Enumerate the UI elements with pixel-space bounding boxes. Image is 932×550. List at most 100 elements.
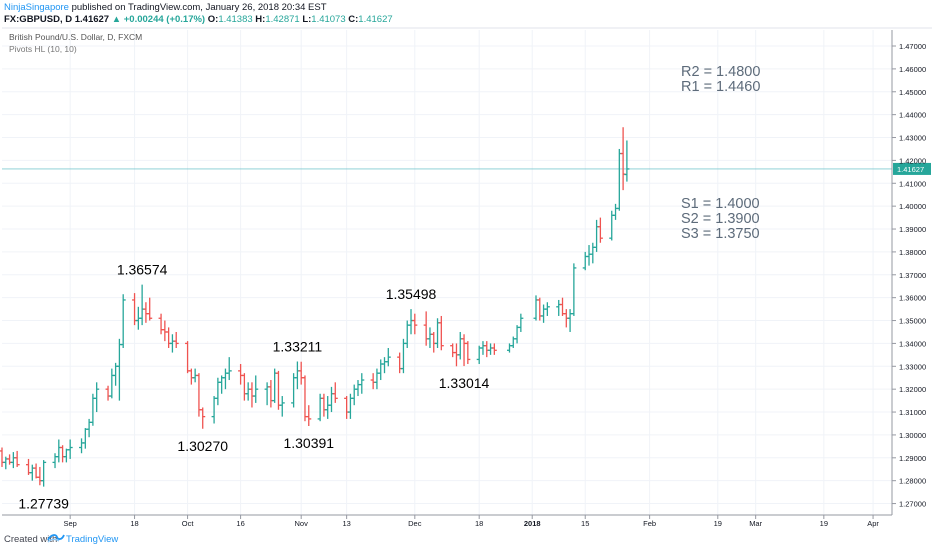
ohlc-bar <box>491 343 497 355</box>
ohlc-bar <box>412 313 418 335</box>
ohlc-bar <box>158 313 164 335</box>
x-tick-label: 13 <box>342 519 350 528</box>
pivot-labels: 1.36574 1.27739 1.30270 1.33211 1.30391 1.354… <box>18 262 489 512</box>
ohlc-bar <box>147 297 153 321</box>
ohlc-bar <box>347 393 353 419</box>
ohlc-close-value: 1.41627 <box>358 14 393 25</box>
ohlc-bar <box>7 454 13 465</box>
ohlc-bar <box>173 331 179 348</box>
last-price-line-group: 1.41627 <box>2 162 931 175</box>
author-link[interactable]: NinjaSingapore <box>4 2 69 13</box>
ohlc-bar <box>41 460 47 487</box>
footer: Created with TradingView <box>0 528 932 550</box>
y-tick-label: 1.42000 <box>899 156 926 165</box>
ohlc-bar <box>294 361 300 390</box>
y-tick-label: 1.31000 <box>899 408 926 417</box>
ohlc-bar <box>351 384 357 406</box>
ohlc-bar <box>298 361 304 385</box>
tradingview-link[interactable]: TradingView <box>66 534 119 545</box>
y-tick-label: 1.44000 <box>899 111 926 120</box>
ohlc-high-value: 1.42871 <box>265 14 300 25</box>
ohlc-bar <box>594 219 600 252</box>
y-tick-label: 1.37000 <box>899 271 926 280</box>
ohlc-bar <box>222 368 228 390</box>
ohlc-low-key: L: <box>302 14 312 25</box>
publish-info: published on TradingView.com, January 26… <box>71 2 327 13</box>
chart-header: NinjaSingapore published on TradingView.… <box>0 0 932 28</box>
ohlc-bar <box>590 242 596 264</box>
ohlc-bar <box>14 450 20 467</box>
publish-line: NinjaSingapore published on TradingView.… <box>4 2 327 14</box>
pivot-label: 1.30270 <box>177 438 228 454</box>
x-tick-label: Mar <box>749 519 762 528</box>
ohlc-bar <box>105 385 111 401</box>
ohlc-bar <box>264 382 270 406</box>
x-tick-label: Nov <box>295 519 309 528</box>
ohlc-open-key: O: <box>207 14 219 25</box>
pivot-level-text: S1 = 1.4000 <box>681 196 760 212</box>
ohlc-bar <box>488 343 494 355</box>
y-tick-label: 1.34000 <box>899 339 926 348</box>
y-tick-label: 1.33000 <box>899 362 926 371</box>
last-price-tag <box>893 162 931 175</box>
ohlc-bar <box>586 245 592 266</box>
pivot-label: 1.33211 <box>273 338 323 354</box>
ohlc-bar <box>616 148 622 211</box>
y-tick-label: 1.36000 <box>899 294 926 303</box>
change-label: ▲ +0.00244 (+0.17%) <box>111 14 206 25</box>
ohlc-bar <box>166 327 172 348</box>
y-tick-label: 1.39000 <box>899 225 926 234</box>
ohlc-bar <box>139 284 145 326</box>
y-tick-label: 1.43000 <box>899 134 926 143</box>
y-tick-label: 1.45000 <box>899 88 926 97</box>
ohlc-bar <box>461 334 467 367</box>
ohlc-bar <box>582 251 588 271</box>
ohlc-close-key: C: <box>348 14 359 25</box>
y-tick-label: 1.27000 <box>899 500 926 509</box>
x-tick-label: Apr <box>867 519 879 528</box>
ohlc-bar <box>370 373 376 390</box>
ohlc-bar <box>431 331 437 353</box>
y-tick-label: 1.29000 <box>899 454 926 463</box>
pivot-label: 1.30391 <box>283 435 334 451</box>
ohlc-bar <box>238 364 244 385</box>
x-tick-label: Feb <box>643 519 656 528</box>
ohlc-bar <box>457 331 463 360</box>
ohlc-bar <box>506 343 512 353</box>
ohlc-bar <box>79 438 85 454</box>
ohlc-bar <box>275 370 281 410</box>
ohlc-bar <box>378 359 384 381</box>
ohlc-bar <box>60 445 66 463</box>
ohlc-bar <box>544 302 550 316</box>
ohlc-bar <box>56 439 62 463</box>
pivot-level-text: R2 = 1.4800 <box>681 64 760 80</box>
ohlc-bar <box>37 466 43 486</box>
pivot-level-text: S3 = 1.3750 <box>681 226 760 242</box>
pivot-label: 1.27739 <box>18 496 69 512</box>
symbol-label: FX:GBPUSD, D <box>4 14 73 25</box>
ohlc-bar <box>450 343 456 358</box>
y-tick-label: 1.35000 <box>899 317 926 326</box>
ohlc-bar <box>408 309 414 335</box>
ohlc-bar <box>33 463 39 479</box>
x-tick-label: Sep <box>63 519 76 528</box>
ohlc-bar <box>0 447 5 467</box>
ohlc-bar <box>109 368 115 399</box>
ohlc-bar <box>82 428 88 449</box>
ohlc-bar <box>241 373 247 401</box>
ohlc-bar <box>116 338 122 401</box>
y-tick-label: 1.38000 <box>899 248 926 257</box>
ohlc-bar <box>63 448 69 463</box>
x-tick-label: Oct <box>182 519 195 528</box>
pivot-label: 1.33014 <box>439 375 490 391</box>
ohlc-bar <box>359 373 365 394</box>
ohlc-bar <box>253 375 259 403</box>
ohlc-bar <box>344 396 350 419</box>
ohlc-bar <box>556 299 562 316</box>
ohlc-bar <box>200 407 206 429</box>
ohlc-bar <box>321 393 327 417</box>
price-chart[interactable]: 1.41627 1.36574 1.27739 1.30270 1.33211 1.30… <box>0 0 932 528</box>
ohlc-bar <box>518 313 524 332</box>
ohlc-bar <box>302 375 308 422</box>
ohlc-bar <box>306 405 312 427</box>
